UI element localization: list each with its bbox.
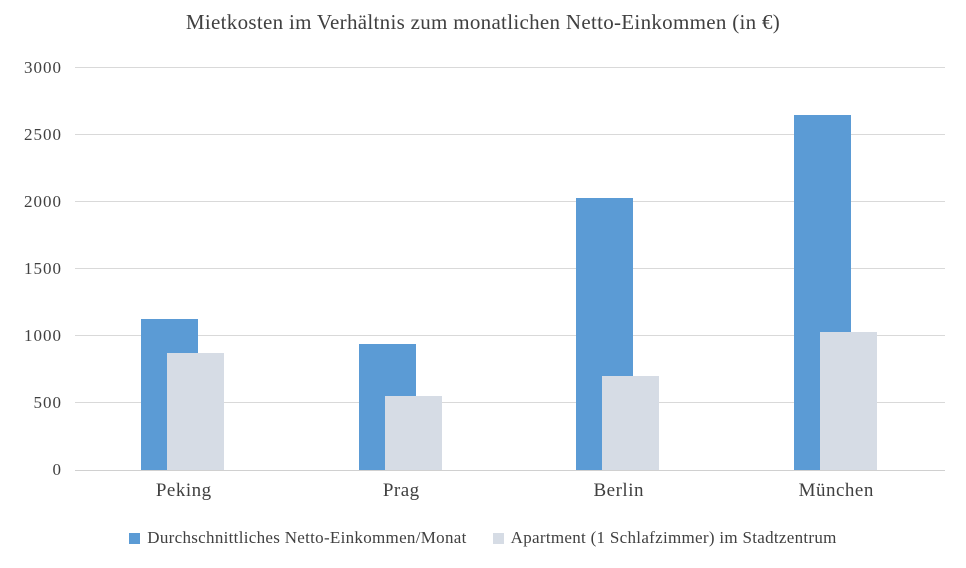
y-tick-label-1500: 1500	[24, 259, 62, 278]
y-tick-label-500: 500	[33, 393, 62, 412]
gridline-1500	[75, 268, 945, 269]
x-tick-label-munchen: München	[798, 480, 874, 501]
x-tick-label-berlin: Berlin	[593, 480, 644, 501]
y-axis: 0 500 1000 1500 2000 2500 3000	[0, 58, 62, 479]
y-tick-label-1000: 1000	[24, 326, 62, 345]
gridline-500	[75, 402, 945, 403]
x-axis-line	[75, 470, 945, 471]
bar-rent-peking	[167, 353, 225, 470]
y-tick-label-3000: 3000	[24, 58, 62, 77]
x-tick-label-prag: Prag	[382, 480, 420, 501]
y-tick-label-2000: 2000	[24, 192, 62, 211]
y-tick-label-2500: 2500	[24, 125, 62, 144]
gridline-3000	[75, 67, 945, 68]
bar-rent-prag	[384, 396, 442, 470]
x-tick-label-peking: Peking	[155, 480, 212, 501]
legend-item-rent: Apartment (1 Schlafzimmer) im Stadtzentr…	[492, 528, 837, 548]
gridline-1000	[75, 335, 945, 336]
gridline-2000	[75, 201, 945, 202]
bar-rent-berlin	[602, 376, 660, 470]
legend: Durchschnittliches Netto-Einkommen/Monat…	[0, 528, 966, 548]
legend-swatch-rent	[492, 532, 504, 544]
gridline-2500	[75, 134, 945, 135]
x-axis: Peking Prag Berlin München	[75, 480, 945, 506]
legend-label-income: Durchschnittliches Netto-Einkommen/Monat	[147, 528, 467, 547]
chart-title: Mietkosten im Verhältnis zum monatlichen…	[185, 10, 781, 34]
bar-rent-munchen	[819, 331, 877, 470]
legend-item-income: Durchschnittliches Netto-Einkommen/Monat	[129, 528, 466, 548]
y-tick-label-0: 0	[52, 460, 62, 479]
legend-label-rent: Apartment (1 Schlafzimmer) im Stadtzentr…	[510, 528, 837, 547]
plot-area	[75, 67, 945, 471]
legend-swatch-income	[129, 532, 141, 544]
